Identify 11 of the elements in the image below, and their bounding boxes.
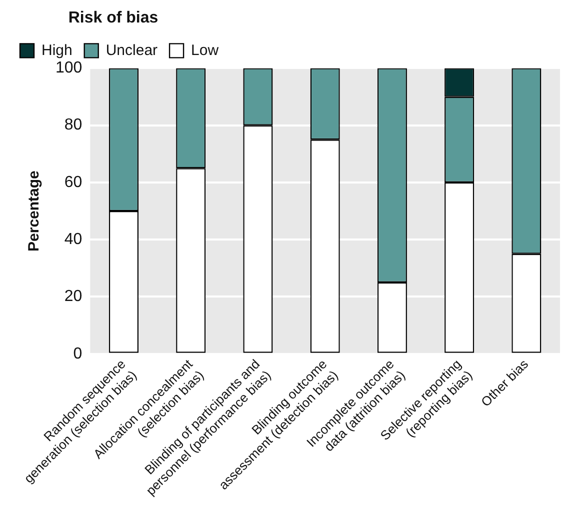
- y-tick-label: 60: [64, 174, 82, 191]
- y-axis-title: Percentage: [26, 170, 43, 252]
- y-tick-label: 100: [55, 60, 82, 77]
- y-tick-label: 40: [64, 231, 82, 248]
- legend-label: High: [42, 42, 72, 59]
- legend-label: Unclear: [106, 42, 158, 59]
- legend-title: Risk of bias: [68, 9, 158, 26]
- legend-label: Low: [191, 42, 219, 59]
- y-tick-label: 80: [64, 116, 82, 134]
- y-tick-label: 0: [73, 345, 82, 362]
- y-tick-label: 20: [64, 288, 82, 306]
